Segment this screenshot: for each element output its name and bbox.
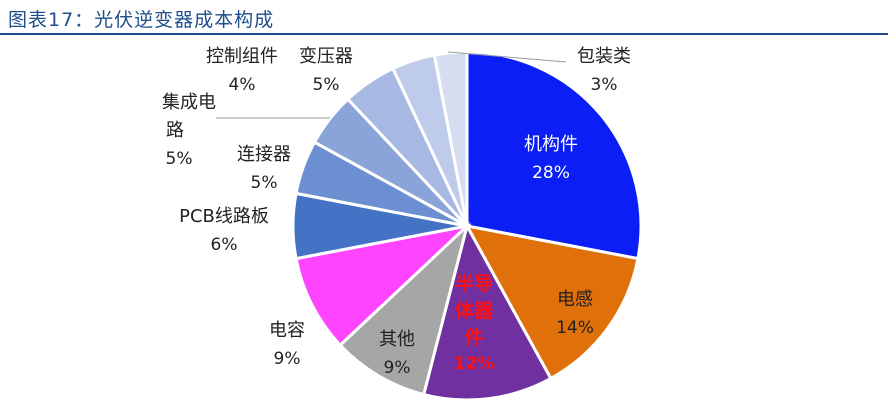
slice-label-name-10: 控制组件 [206,46,278,67]
pie-slice-4 [338,221,470,397]
slice-label-name-9: 变压器 [299,46,353,67]
pie-slices [291,50,643,402]
leader-lines [216,51,567,119]
slice-label-pct-8: 5% [166,149,193,169]
pie-slice-3 [421,221,553,402]
slice-label-name-8: 路 [166,120,184,141]
slice-label-name-2: 电感 [557,289,593,310]
slice-label-pct-1: 28% [532,163,570,183]
slice-label-name-5: 电容 [269,320,305,341]
slice-label-name-3: 体器 [455,299,494,322]
slice-label-name-11: 包装类 [577,46,631,67]
pie-slice-1 [465,50,643,261]
slice-label-name-4: 其他 [379,329,415,350]
slice-label-name-3: 件 [464,326,483,349]
pie-slice-5 [294,223,472,348]
slice-label-pct-5: 9% [274,349,301,369]
pie-slice-11 [432,50,469,227]
slice-label-pct-3: 12% [454,354,495,374]
slice-label-name-1: 机构件 [524,134,578,155]
slice-label-pct-6: 6% [211,235,238,255]
slice-label-pct-10: 4% [229,75,256,95]
slice-label-name-3: 半导 [455,272,493,295]
leader-line-11 [447,51,567,63]
chart-title: 图表17：光伏逆变器成本构成 [8,9,275,31]
slice-label-pct-7: 5% [251,173,278,193]
slice-label-name-7: 连接器 [237,144,291,165]
slice-label-pct-4: 9% [384,358,411,378]
slice-label-name-6: PCB线路板 [179,206,269,227]
pie-slice-2 [464,223,640,381]
slice-label-pct-9: 5% [313,75,340,95]
slice-label-name-8: 集成电 [162,92,216,113]
slice-label-pct-11: 3% [591,75,618,95]
title-underline [0,33,888,35]
slice-label-pct-2: 14% [556,318,594,338]
figure-header: 图表17：光伏逆变器成本构成 [0,0,888,36]
